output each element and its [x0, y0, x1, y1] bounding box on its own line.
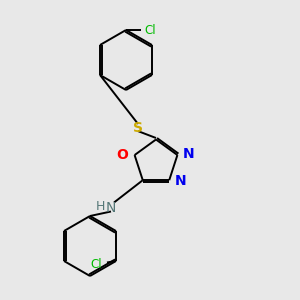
- Text: S: S: [133, 121, 143, 134]
- Text: H: H: [96, 200, 105, 214]
- Text: N: N: [175, 174, 186, 188]
- Text: N: N: [183, 147, 194, 161]
- Text: O: O: [116, 148, 128, 162]
- Text: Cl: Cl: [90, 257, 102, 271]
- Text: N: N: [106, 202, 116, 215]
- Text: Cl: Cl: [144, 23, 156, 37]
